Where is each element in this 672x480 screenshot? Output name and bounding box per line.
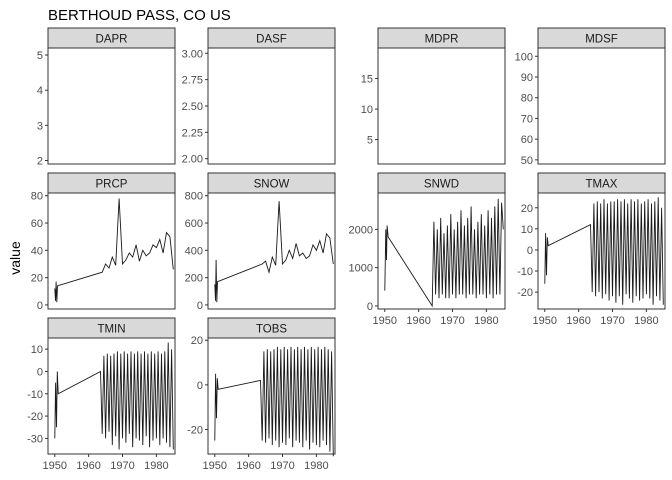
facet-strip-label-mdsf: MDSF [585, 34, 618, 46]
x-tick-label: 1970 [110, 460, 134, 472]
x-tick-label: 1970 [270, 460, 294, 472]
facet-strip-label-tmin: TMIN [97, 324, 125, 336]
y-tick-label: 800 [185, 191, 203, 203]
y-tick-label: 3 [37, 120, 43, 132]
facet-strip-label-snow: SNOW [254, 179, 290, 191]
y-tick-label: 2.75 [182, 75, 203, 87]
y-tick-label: 100 [515, 51, 533, 63]
facet-strip-label-tmax: TMAX [586, 179, 618, 191]
y-axis-label: value [7, 241, 23, 275]
y-tick-label: -20 [517, 287, 533, 299]
y-tick-label: 5 [367, 135, 373, 147]
y-tick-label: 5 [37, 50, 43, 62]
x-tick-label: 1950 [373, 315, 397, 327]
y-tick-label: 60 [31, 218, 43, 230]
x-tick-label: 1960 [406, 315, 430, 327]
y-tick-label: 0 [37, 366, 43, 378]
facet-tobs: TOBS -20 0 20 1950 1960 1970 1980 [187, 317, 336, 472]
y-tick-label: 0 [367, 301, 373, 313]
x-tick-label: 1970 [600, 315, 624, 327]
panel-frame-mdsf [537, 47, 666, 165]
y-tick-label: 20 [191, 335, 203, 347]
facet-tmin: TMIN -30 -20 -10 0 10 1950 1960 1970 1980 [27, 317, 176, 472]
y-tick-label: 0 [197, 300, 203, 312]
y-tick-label: 200 [185, 273, 203, 285]
facet-mdpr: MDPR 5 10 15 [361, 27, 506, 165]
panel-frame-snow [207, 192, 336, 310]
x-tick-label: 1980 [304, 460, 328, 472]
facet-mdsf: MDSF 50 60 70 80 90 100 [515, 27, 666, 167]
y-tick-label: 2.00 [182, 154, 203, 166]
y-tick-label: 20 [31, 273, 43, 285]
x-tick-label: 1960 [236, 460, 260, 472]
panel-frame-dasf [207, 47, 336, 165]
series-line-snwd [384, 198, 504, 308]
y-tick-label: 2.50 [182, 101, 203, 113]
x-tick-label: 1980 [144, 460, 168, 472]
y-tick-label: 2 [37, 155, 43, 167]
chart-title: BERTHOUD PASS, CO US [48, 7, 231, 24]
x-tick-label: 1960 [566, 315, 590, 327]
x-tick-label: 1950 [203, 460, 227, 472]
y-tick-label: 60 [521, 134, 533, 146]
series-line-tmax [544, 197, 664, 305]
facet-prcp: PRCP 0 20 40 60 80 [31, 172, 176, 312]
x-tick-label: 1980 [474, 315, 498, 327]
y-tick-label: 2.25 [182, 127, 203, 139]
facet-snow: SNOW 0 200 400 600 800 [185, 172, 336, 312]
x-tick-label: 1950 [43, 460, 67, 472]
y-tick-label: 10 [521, 224, 533, 236]
x-tick-label: 1960 [76, 460, 100, 472]
y-tick-label: 70 [521, 113, 533, 125]
y-tick-label: 3.00 [182, 48, 203, 60]
y-tick-label: 1000 [349, 263, 373, 275]
y-tick-label: 400 [185, 245, 203, 257]
y-tick-label: 20 [521, 203, 533, 215]
series-line-tobs [214, 346, 334, 457]
y-tick-label: 2000 [349, 224, 373, 236]
y-tick-label: 10 [361, 104, 373, 116]
facet-dapr: DAPR 2 3 4 5 [37, 27, 176, 167]
y-tick-label: 40 [31, 245, 43, 257]
y-tick-label: 15 [361, 74, 373, 86]
y-tick-label: -30 [27, 433, 43, 445]
y-tick-label: 80 [31, 191, 43, 203]
y-tick-label: 50 [521, 155, 533, 167]
y-tick-label: 0 [37, 300, 43, 312]
facet-snwd: SNWD 0 1000 2000 1950 1960 1970 1980 [349, 172, 506, 327]
y-tick-label: 0 [197, 380, 203, 392]
y-tick-label: 4 [37, 85, 43, 97]
panel-frame-dapr [47, 47, 176, 165]
y-tick-label: -10 [27, 389, 43, 401]
facet-dasf: DASF 2.00 2.25 2.50 2.75 3.00 [182, 27, 336, 166]
y-tick-label: 10 [31, 344, 43, 356]
facet-strip-label-mdpr: MDPR [425, 34, 459, 46]
series-line-tmin [54, 342, 174, 450]
y-tick-label: -20 [187, 424, 203, 436]
facet-strip-label-snwd: SNWD [424, 179, 459, 191]
facet-strip-label-prcp: PRCP [96, 179, 128, 191]
y-tick-label: -10 [517, 266, 533, 278]
facet-panels: DAPR 2 3 4 5 DASF 2.00 2.25 2.50 2.75 3.00 MDPR 5 10 1… [27, 27, 666, 472]
series-line-snow [214, 201, 334, 303]
panel-frame-prcp [47, 192, 176, 310]
panel-frame-mdpr [377, 47, 506, 165]
x-tick-label: 1950 [533, 315, 557, 327]
facet-strip-label-dasf: DASF [256, 34, 287, 46]
facet-tmax: TMAX -20 -10 0 10 20 1950 1960 1970 1980 [517, 172, 666, 327]
y-tick-label: 80 [521, 93, 533, 105]
x-tick-label: 1980 [634, 315, 658, 327]
y-tick-label: 0 [527, 245, 533, 257]
y-tick-label: 90 [521, 72, 533, 84]
facet-strip-label-dapr: DAPR [96, 34, 128, 46]
y-tick-label: -20 [27, 411, 43, 423]
y-tick-label: 600 [185, 218, 203, 230]
facet-strip-label-tobs: TOBS [256, 324, 287, 336]
series-line-prcp [54, 198, 174, 303]
x-tick-label: 1970 [440, 315, 464, 327]
